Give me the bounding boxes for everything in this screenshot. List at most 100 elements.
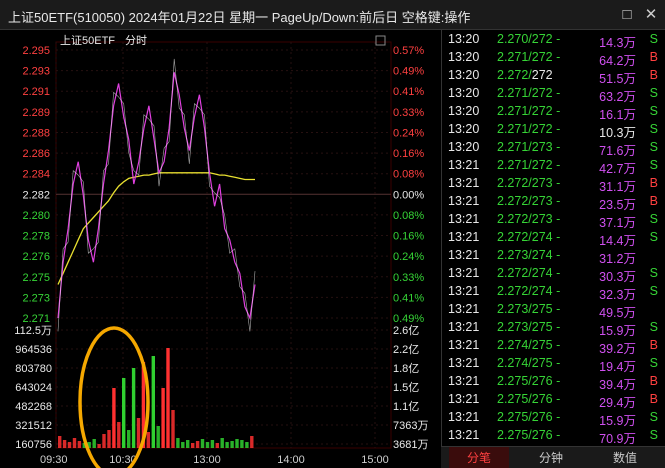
tick-row[interactable]: 13:20 2.270/272 - 14.3万 S [442,30,665,50]
volume-tick-left: 321512 [15,420,52,432]
tick-row[interactable]: 13:20 2.271/272 - 16.1万 S [442,102,665,122]
tick-side: B [649,338,658,352]
tick-row[interactable]: 13:21 2.271/272 - 42.7万 S [442,156,665,176]
tick-direction: - [552,266,561,280]
tick-price: 2.273/274 - [497,248,561,262]
tick-row[interactable]: 13:21 2.272/274 - 14.4万 S [442,228,665,248]
volume-bar [58,436,62,448]
tick-time: 13:21 [448,248,480,262]
tick-side: S [649,86,658,100]
tick-row[interactable]: 13:20 2.271/272 - 63.2万 S [442,84,665,104]
tick-side: S [649,140,658,154]
volume-tick-left: 482268 [15,401,52,413]
price-tick-label: 2.284 [22,169,50,181]
tick-direction: - [552,338,561,352]
tick-row[interactable]: 13:21 2.274/275 - 39.2万 B [442,336,665,356]
tick-price: 2.274/275 - [497,338,561,352]
tick-side: B [649,50,658,64]
tab-minutes[interactable]: 分钟 [538,451,563,465]
tick-price: 2.272/274 - [497,266,561,280]
volume-bar [107,430,111,448]
pct-tick-label: 0.57% [393,45,424,57]
tick-volume: 39.4万 [599,378,636,392]
volume-highlight-circle [78,326,150,468]
volume-bar [131,368,136,448]
tick-row[interactable]: 13:21 2.275/276 - 15.9万 S [442,408,665,428]
tab-values[interactable]: 数值 [612,451,637,465]
tick-list[interactable]: 13:20 2.270/272 - 14.3万 S 13:20 2.271/272 - 64… [441,30,665,446]
tick-volume: 10.3万 [599,126,636,140]
tick-row[interactable]: 13:21 2.275/276 - 29.4万 B [442,390,665,410]
tick-volume: 16.1万 [599,108,636,122]
tick-side: S [649,104,658,118]
tick-volume: 39.2万 [599,342,636,356]
tick-direction: - [552,230,561,244]
tick-row[interactable]: 13:21 2.273/275 - 15.9万 S [442,318,665,338]
volume-bar [122,378,126,448]
tick-row[interactable]: 13:21 2.274/275 - 19.4万 S [442,354,665,374]
tick-row[interactable]: 13:21 2.273/275 - 49.5万 [442,300,665,320]
tick-price: 2.275/276 - [497,428,561,442]
time-tick-label: 14:00 [277,454,305,466]
tick-time: 13:21 [448,284,480,298]
tick-row[interactable]: 13:20 2.272/272 51.5万 B [442,66,665,86]
tick-side: S [649,32,658,46]
volume-tick-left: 112.5万 [14,325,52,337]
tick-volume: 15.9万 [599,324,636,338]
tick-row[interactable]: 13:20 2.271/272 - 10.3万 S [442,120,665,140]
tick-direction: - [552,122,561,136]
tick-time: 13:21 [448,428,480,442]
tick-price: 2.271/272 - [497,104,561,118]
tick-row[interactable]: 13:21 2.272/274 - 32.3万 S [442,282,665,302]
tick-time: 13:20 [448,122,480,136]
price-tick-label: 2.293 [22,66,50,78]
volume-bar [161,388,165,448]
tick-direction: - [552,320,561,334]
volume-bar [146,432,150,448]
time-tick-label: 13:00 [193,454,221,466]
tick-row[interactable]: 13:21 2.275/276 - 70.9万 S [442,426,665,446]
tick-row[interactable]: 13:21 2.272/274 - 30.3万 S [442,264,665,284]
tab-ticks[interactable]: 分笔 [449,447,509,468]
tick-side: S [649,284,658,298]
tick-side: S [649,158,658,172]
time-tick-label: 10:30 [109,454,137,466]
tick-row[interactable]: 13:21 2.275/276 - 39.4万 B [442,372,665,392]
tick-direction: - [552,50,561,64]
tick-direction: - [552,248,561,262]
close-icon[interactable]: ✕ [644,6,658,23]
price-tick-label: 2.291 [22,86,50,98]
volume-bar [62,440,67,448]
tick-side: S [649,428,658,442]
tick-volume: 15.9万 [599,414,636,428]
volume-bar [97,444,101,448]
tick-time: 13:20 [448,140,480,154]
volume-bar [72,438,77,448]
intraday-chart[interactable]: 2.295 0.57% 2.293 0.49% 2.291 0.41% 2.289 0.33%… [0,30,440,468]
tick-row[interactable]: 13:21 2.273/274 - 31.2万 [442,246,665,266]
pct-tick-label: 0.00% [393,189,424,201]
maximize-icon[interactable]: □ [622,6,632,23]
volume-bar [67,442,72,448]
pct-tick-label: 0.49% [393,313,424,325]
tick-row[interactable]: 13:21 2.272/273 - 37.1万 S [442,210,665,230]
tick-side: S [649,122,658,136]
volume-bar [191,443,195,448]
tick-row[interactable]: 13:20 2.271/273 - 71.6万 S [442,138,665,158]
tick-row[interactable]: 13:20 2.271/272 - 64.2万 B [442,48,665,68]
price-tick-label: 2.275 [22,272,50,284]
pct-tick-label: 0.16% [393,148,424,160]
tick-direction: - [552,86,561,100]
price-tick-label: 2.289 [22,107,50,119]
price-tick-label: 2.278 [22,231,50,243]
volume-bar [220,438,224,448]
bottom-tabs: 分笔 分钟 数值 [441,446,665,468]
volume-bar [210,440,215,448]
tick-direction: - [552,176,561,190]
tick-row[interactable]: 13:21 2.272/273 - 23.5万 B [442,192,665,212]
volume-tick-right: 2.2亿 [393,343,419,356]
pct-tick-label: 0.41% [393,292,424,304]
tick-row[interactable]: 13:21 2.272/273 - 31.1万 B [442,174,665,194]
tick-volume: 32.3万 [599,288,636,302]
tick-side: S [649,266,658,280]
